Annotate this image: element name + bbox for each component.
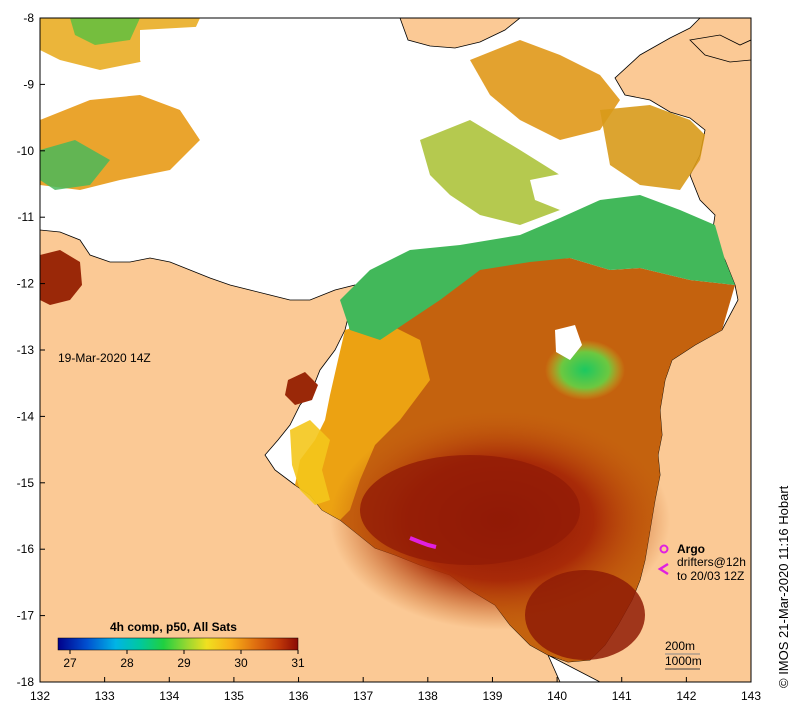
colorbar-tick-label: 29 — [177, 656, 191, 670]
x-tick-label: 134 — [159, 689, 179, 703]
sst-north-orange — [470, 40, 620, 140]
drifter-track — [409, 536, 437, 549]
sst-hot-core-south — [525, 570, 645, 660]
argo-label: Argo — [677, 542, 705, 556]
nodata-cloud-north — [140, 25, 450, 170]
sst-north-green — [340, 195, 735, 340]
colorbar-tick-label: 30 — [234, 656, 248, 670]
y-tick-label: -16 — [17, 542, 35, 556]
y-tick-label: -15 — [17, 476, 35, 490]
sst-bay-hot — [285, 372, 318, 405]
sst-west-yellow — [290, 420, 330, 505]
y-tick-label: -13 — [17, 343, 35, 357]
y-tick-label: -17 — [17, 609, 35, 623]
sst-west-hot-coast — [40, 250, 82, 305]
sst-nw-green — [40, 140, 110, 190]
colorbar-tick-label: 27 — [63, 656, 77, 670]
colorbar — [57, 637, 299, 651]
x-tick-label: 137 — [353, 689, 373, 703]
colorbar-tick-label: 31 — [291, 656, 305, 670]
y-tick-label: -12 — [17, 277, 35, 291]
drifters-label-1: drifters@12h — [677, 555, 746, 569]
x-tick-label: 132 — [30, 689, 50, 703]
y-axis: -8 -9 -10 -11 -12 -13 -14 -15 -16 -17 -18 — [17, 11, 45, 689]
isobath-1000-label: 1000m — [665, 654, 702, 668]
isobath-200-label: 200m — [665, 639, 695, 653]
y-tick-label: -10 — [17, 144, 35, 158]
nodata-cloud-patch — [555, 325, 582, 360]
drifters-label-2: to 20/03 12Z — [677, 569, 744, 583]
colorbar-ticks: 27 28 29 30 31 — [63, 650, 305, 670]
land-torres-islands — [689, 34, 751, 63]
x-tick-label: 140 — [547, 689, 567, 703]
imos-credit: © IMOS 21-Mar-2020 11:16 Hobart — [776, 485, 791, 688]
sst-west-band — [295, 320, 430, 520]
y-tick-label: -14 — [17, 409, 35, 423]
x-tick-label: 139 — [482, 689, 502, 703]
x-tick-label: 133 — [95, 689, 115, 703]
timestamp-label: 19-Mar-2020 14Z — [58, 351, 151, 365]
colorbar-title: 4h comp, p50, All Sats — [110, 620, 237, 634]
nodata-cloud-east — [530, 170, 610, 210]
y-tick-label: -9 — [23, 77, 34, 91]
y-tick-label: -18 — [17, 675, 35, 689]
land-png-coast — [399, 18, 521, 49]
x-tick-label: 141 — [612, 689, 632, 703]
y-tick-label: -8 — [23, 11, 34, 25]
x-tick-label: 142 — [676, 689, 696, 703]
sst-northeast — [600, 105, 705, 190]
sst-top-green — [70, 18, 140, 45]
x-tick-label: 135 — [224, 689, 244, 703]
drifter-legend-icon — [657, 562, 669, 576]
argo-legend: Argo drifters@12h to 20/03 12Z — [657, 542, 746, 583]
argo-icon — [659, 544, 669, 554]
sst-hot-core-mid — [360, 455, 580, 565]
colorbar-tick-label: 28 — [120, 656, 134, 670]
x-tick-label: 138 — [418, 689, 438, 703]
x-tick-label: 143 — [741, 689, 761, 703]
x-tick-label: 136 — [289, 689, 309, 703]
x-axis: 132 133 134 135 136 137 138 139 140 141 142 143 — [30, 677, 761, 703]
y-tick-label: -11 — [18, 210, 35, 224]
isobath-legend: 200m 1000m — [665, 639, 702, 670]
